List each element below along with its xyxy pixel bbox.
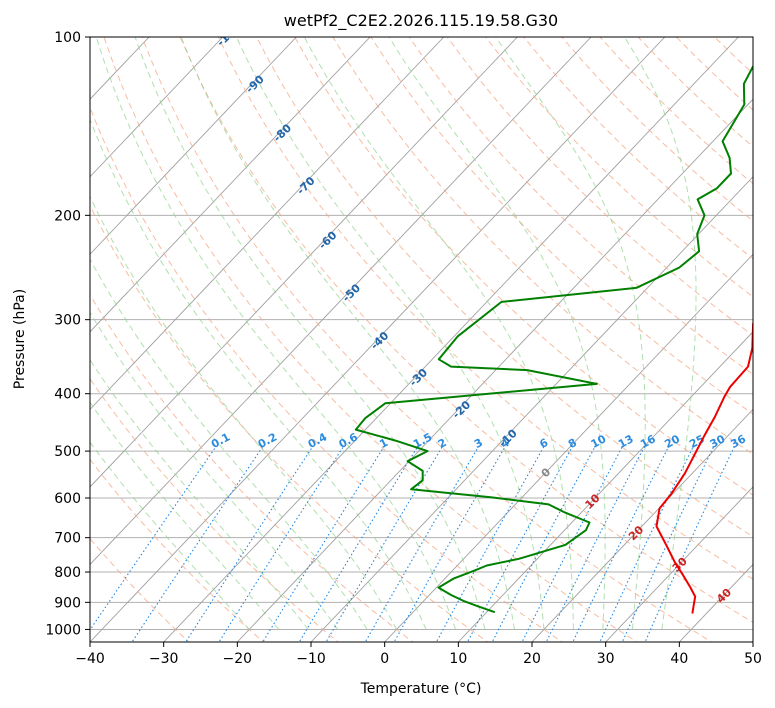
dewpoint-profile-line <box>354 64 753 614</box>
dry-adiabat-line <box>90 377 340 642</box>
x-tick-label: −30 <box>149 651 179 667</box>
mixing-ratio-label: 13 <box>616 432 636 451</box>
mixing-ratio-line <box>572 445 670 642</box>
y-tick-label: 100 <box>54 30 81 46</box>
y-tick-label: 300 <box>54 313 81 329</box>
isotherm-line <box>90 37 297 255</box>
mixing-ratio-label: 16 <box>638 432 658 451</box>
background-lines <box>90 37 753 642</box>
isotherm-line <box>531 408 753 642</box>
dry-adiabat-line <box>90 204 489 642</box>
dry-adiabat-line <box>90 293 414 642</box>
y-axis-label: Pressure (hPa) <box>12 289 28 389</box>
mixing-ratio-line <box>491 445 596 642</box>
mixing-ratio-line <box>185 445 314 642</box>
x-tick-label: 0 <box>380 651 389 667</box>
dry-adiabat-line <box>103 37 638 642</box>
mixing-ratio-label: 10 <box>589 432 609 451</box>
mixing-ratio-line <box>90 445 217 631</box>
mixing-ratio-line <box>599 445 695 642</box>
mixing-ratio-line <box>364 445 480 642</box>
moist-adiabat-line <box>90 311 339 630</box>
x-axis-label: Temperature (°C) <box>360 681 482 697</box>
dry-adiabat-line <box>90 106 564 642</box>
y-tick-label: 500 <box>54 444 81 460</box>
dry-adiabat-line <box>485 37 753 298</box>
y-tick-label: 900 <box>54 595 81 611</box>
x-tick-label: 30 <box>597 651 615 667</box>
mixing-ratio-label: 30 <box>708 432 728 451</box>
isotherm-line <box>457 331 753 642</box>
isotherm-line <box>90 37 666 642</box>
chart-title: wetPf2_C2E2.2026.115.19.58.G30 <box>284 11 558 31</box>
dry-adiabat-line <box>179 37 753 623</box>
moist-adiabat-line <box>90 358 309 630</box>
isotherm-line <box>236 98 753 642</box>
temperature-profile-line <box>655 320 753 614</box>
isotherm-line <box>90 37 371 333</box>
mixing-ratio-label: 36 <box>728 432 748 451</box>
dry-adiabat-line <box>294 37 753 496</box>
isotherm-line <box>384 253 753 642</box>
y-tick-label: 1000 <box>45 622 81 638</box>
y-tick-label: 800 <box>54 565 81 581</box>
mixing-ratio-line <box>218 445 345 642</box>
mixing-ratio-line <box>644 445 736 642</box>
moist-adiabat-line <box>134 37 486 630</box>
dry-adiabat-line <box>332 37 753 455</box>
mixing-ratio-line <box>131 445 264 642</box>
x-tick-label: 50 <box>744 651 762 667</box>
isotherm-line <box>90 37 445 411</box>
moist-adiabat-line <box>90 401 280 630</box>
moist-adiabat-line <box>90 441 250 630</box>
moist-adiabat-line <box>303 37 574 630</box>
isotherm-line <box>605 486 753 642</box>
mixing-ratio-line <box>298 445 419 642</box>
isotherm-line <box>90 37 224 178</box>
moist-adiabat-line <box>180 37 515 630</box>
x-tick-label: −40 <box>75 651 105 667</box>
mixing-ratio-line <box>393 445 506 642</box>
mixing-ratio-label: 25 <box>687 432 707 451</box>
axes: −40 −30 −20 −10 0 10 20 30 40 50 1000 900 800 700 600 5… <box>45 30 762 667</box>
dry-adiabat-line <box>90 537 190 642</box>
moist-adiabat-line <box>90 258 368 630</box>
moist-adiabat-line <box>495 37 646 630</box>
moist-adiabat-line <box>90 118 427 630</box>
y-tick-label: 700 <box>54 531 81 547</box>
moist-adiabat-line <box>90 195 398 630</box>
y-tick-label: 200 <box>54 208 81 224</box>
isotherm-line <box>90 37 518 488</box>
dry-adiabat-line <box>141 37 713 642</box>
moist-adiabat-line <box>388 37 606 630</box>
y-tick-label: 600 <box>54 491 81 507</box>
x-tick-label: −20 <box>223 651 253 667</box>
plot-frame <box>89 36 754 643</box>
isotherm-line <box>90 37 592 566</box>
moist-adiabat-line <box>236 37 545 630</box>
x-tick-label: 20 <box>523 651 541 667</box>
mixing-ratio-line <box>621 445 715 642</box>
series-group <box>354 64 753 614</box>
mixing-ratio-line <box>262 445 385 642</box>
dry-adiabat-line <box>217 37 753 580</box>
mixing-ratio-label: 20 <box>662 432 682 451</box>
x-tick-label: 10 <box>449 651 467 667</box>
y-tick-label: 400 <box>54 387 81 403</box>
mixing-ratio-line <box>466 445 574 642</box>
mixing-ratio-line <box>325 445 444 642</box>
x-tick-label: 40 <box>670 651 688 667</box>
dry-adiabat-line <box>90 458 265 642</box>
isotherm-line <box>163 37 739 642</box>
x-tick-label: −10 <box>296 651 326 667</box>
